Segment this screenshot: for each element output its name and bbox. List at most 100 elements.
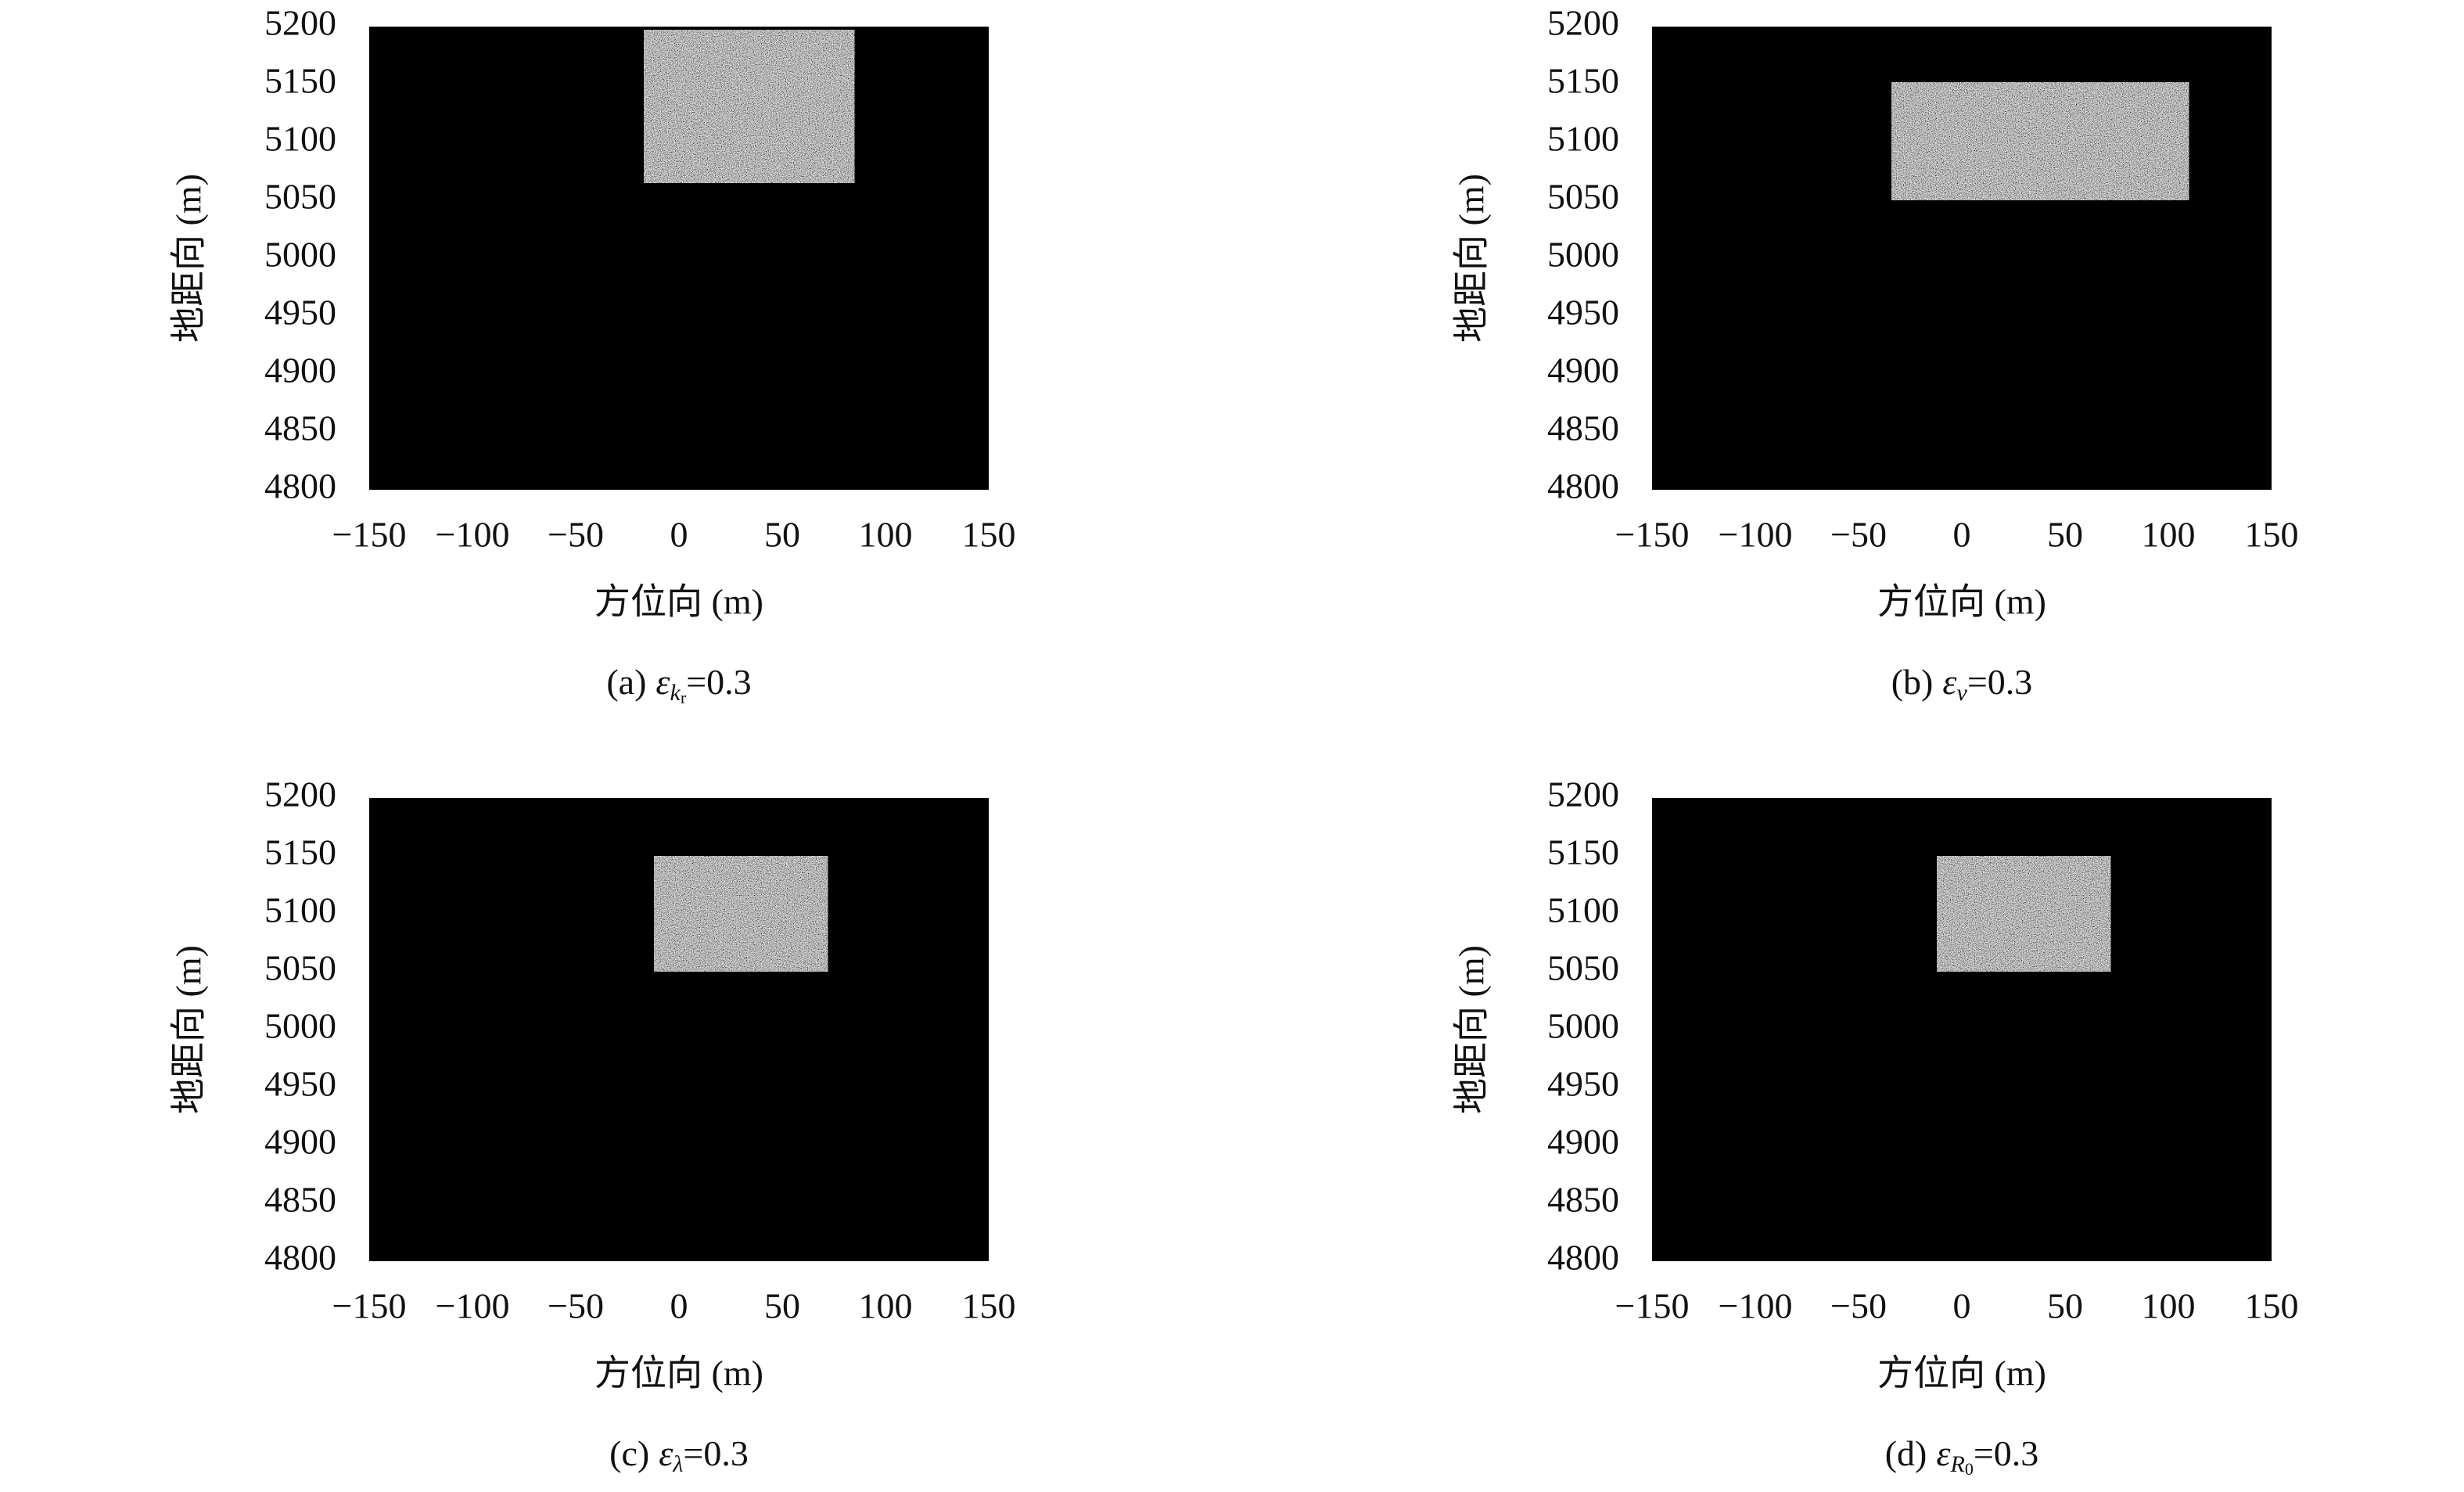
y-tick-label: 5150 bbox=[1547, 832, 1619, 872]
caption: (b) εv=0.3 bbox=[1891, 662, 2033, 706]
y-tick-label: 4950 bbox=[1547, 293, 1619, 333]
x-axis-label: 方位向 (m) bbox=[1877, 1354, 2046, 1393]
y-tick-label: 5200 bbox=[1547, 3, 1619, 43]
x-tick-label: −100 bbox=[436, 1286, 510, 1326]
y-tick-label: 5000 bbox=[1547, 235, 1619, 275]
y-tick-label: 5000 bbox=[264, 1006, 336, 1046]
caption-label: (c) bbox=[609, 1433, 649, 1473]
x-tick-label: 100 bbox=[859, 515, 913, 555]
x-tick-label: 100 bbox=[2142, 515, 2196, 555]
caption: (c) ελ=0.3 bbox=[609, 1433, 749, 1477]
panel: 4800 4850 4900 4950 5000 5050 5100 5150 5200 −150… bbox=[1452, 3, 2299, 706]
y-axis-label: 地距向 (m) bbox=[169, 945, 209, 1114]
x-tick-label: 100 bbox=[2142, 1286, 2196, 1326]
y-tick-label: 4850 bbox=[1547, 408, 1619, 448]
y-tick-label: 4800 bbox=[264, 1238, 336, 1278]
x-tick-label: −50 bbox=[548, 515, 604, 555]
y-tick-label: 5150 bbox=[1547, 61, 1619, 101]
caption: (d) εR0=0.3 bbox=[1885, 1433, 2039, 1479]
caption-suffix: =0.3 bbox=[686, 662, 751, 702]
y-axis-label: 地距向 (m) bbox=[1452, 945, 1492, 1114]
caption-subsubscript: r bbox=[681, 688, 687, 707]
caption-subscript: v bbox=[1957, 680, 1968, 706]
x-tick-label: −150 bbox=[1615, 1286, 1690, 1326]
y-tick-label: 4950 bbox=[264, 1064, 336, 1104]
x-tick-label: 150 bbox=[962, 1286, 1016, 1326]
y-tick-label: 5000 bbox=[1547, 1006, 1619, 1046]
y-axis-label: 地距向 (m) bbox=[1452, 174, 1492, 343]
y-tick-label: 5200 bbox=[264, 3, 336, 43]
caption-subscript: k bbox=[670, 680, 681, 706]
caption-suffix: =0.3 bbox=[1974, 1433, 2038, 1473]
x-axis-label: 方位向 (m) bbox=[594, 582, 763, 622]
caption-subscript: R bbox=[1950, 1451, 1965, 1477]
x-tick-label: 100 bbox=[859, 1286, 913, 1326]
caption-label: (d) bbox=[1885, 1433, 1927, 1473]
y-tick-label: 4800 bbox=[1547, 466, 1619, 506]
y-tick-label: 4900 bbox=[264, 1122, 336, 1162]
caption-symbol: ε bbox=[1942, 662, 1957, 702]
caption-suffix: =0.3 bbox=[1967, 662, 2032, 702]
y-tick-label: 5200 bbox=[1547, 775, 1619, 814]
x-tick-label: 0 bbox=[670, 515, 688, 555]
caption-subscript: λ bbox=[672, 1451, 683, 1477]
y-tick-label: 4950 bbox=[1547, 1064, 1619, 1104]
x-tick-label: 150 bbox=[2245, 1286, 2299, 1326]
x-tick-label: −100 bbox=[1719, 1286, 1793, 1326]
x-tick-label: −50 bbox=[1830, 1286, 1887, 1326]
bright-region bbox=[644, 30, 855, 183]
x-axis-label: 方位向 (m) bbox=[594, 1354, 763, 1393]
x-tick-label: −100 bbox=[436, 515, 510, 555]
y-tick-label: 5100 bbox=[1547, 890, 1619, 930]
caption-subsubscript: 0 bbox=[1965, 1459, 1974, 1479]
x-tick-label: 0 bbox=[1953, 1286, 1971, 1326]
caption-symbol: ε bbox=[659, 1433, 673, 1473]
y-tick-label: 4850 bbox=[1547, 1180, 1619, 1220]
y-tick-label: 4900 bbox=[1547, 351, 1619, 390]
x-tick-label: 150 bbox=[962, 515, 1016, 555]
y-tick-label: 5100 bbox=[264, 119, 336, 159]
y-tick-label: 4950 bbox=[264, 293, 336, 333]
y-tick-label: 5050 bbox=[264, 177, 336, 217]
x-axis-label: 方位向 (m) bbox=[1877, 582, 2046, 622]
y-tick-label: 4900 bbox=[1547, 1122, 1619, 1162]
x-tick-label: −50 bbox=[548, 1286, 604, 1326]
x-tick-label: 150 bbox=[2245, 515, 2299, 555]
panel: 480048504900495050005050510051505200−150… bbox=[169, 775, 1016, 1477]
x-tick-label: 50 bbox=[2047, 1286, 2083, 1326]
caption-symbol: ε bbox=[1936, 1433, 1951, 1473]
y-tick-label: 4900 bbox=[264, 351, 336, 390]
y-tick-label: 4800 bbox=[1547, 1238, 1619, 1278]
caption-suffix: =0.3 bbox=[683, 1433, 748, 1473]
bright-region bbox=[654, 856, 828, 972]
caption-label: (b) bbox=[1891, 662, 1934, 702]
x-tick-label: 50 bbox=[764, 515, 800, 555]
x-tick-label: −150 bbox=[1615, 515, 1690, 555]
y-tick-label: 5150 bbox=[264, 832, 336, 872]
y-tick-label: 5050 bbox=[1547, 177, 1619, 217]
x-tick-label: −150 bbox=[332, 1286, 407, 1326]
x-tick-label: 50 bbox=[764, 1286, 800, 1326]
bright-region bbox=[1891, 82, 2189, 200]
bright-region bbox=[1937, 856, 2111, 972]
x-tick-label: 50 bbox=[2047, 515, 2083, 555]
y-tick-label: 5000 bbox=[264, 235, 336, 275]
panel: 480048504900495050005050510051505200−150… bbox=[1452, 775, 2299, 1479]
x-tick-label: 0 bbox=[1953, 515, 1971, 555]
y-tick-label: 5050 bbox=[1547, 948, 1619, 988]
y-tick-label: 5150 bbox=[264, 61, 336, 101]
caption-label: (a) bbox=[606, 662, 646, 702]
y-tick-label: 5100 bbox=[264, 890, 336, 930]
y-tick-label: 5200 bbox=[264, 775, 336, 814]
y-tick-label: 5100 bbox=[1547, 119, 1619, 159]
y-axis-label: 地距向 (m) bbox=[169, 174, 209, 343]
y-tick-label: 5050 bbox=[264, 948, 336, 988]
caption-symbol: ε bbox=[656, 662, 670, 702]
x-tick-label: 0 bbox=[670, 1286, 688, 1326]
x-tick-label: −50 bbox=[1830, 515, 1887, 555]
y-tick-label: 4800 bbox=[264, 466, 336, 506]
y-tick-label: 4850 bbox=[264, 408, 336, 448]
x-tick-label: −150 bbox=[332, 515, 407, 555]
caption: (a) εkr=0.3 bbox=[606, 662, 751, 707]
